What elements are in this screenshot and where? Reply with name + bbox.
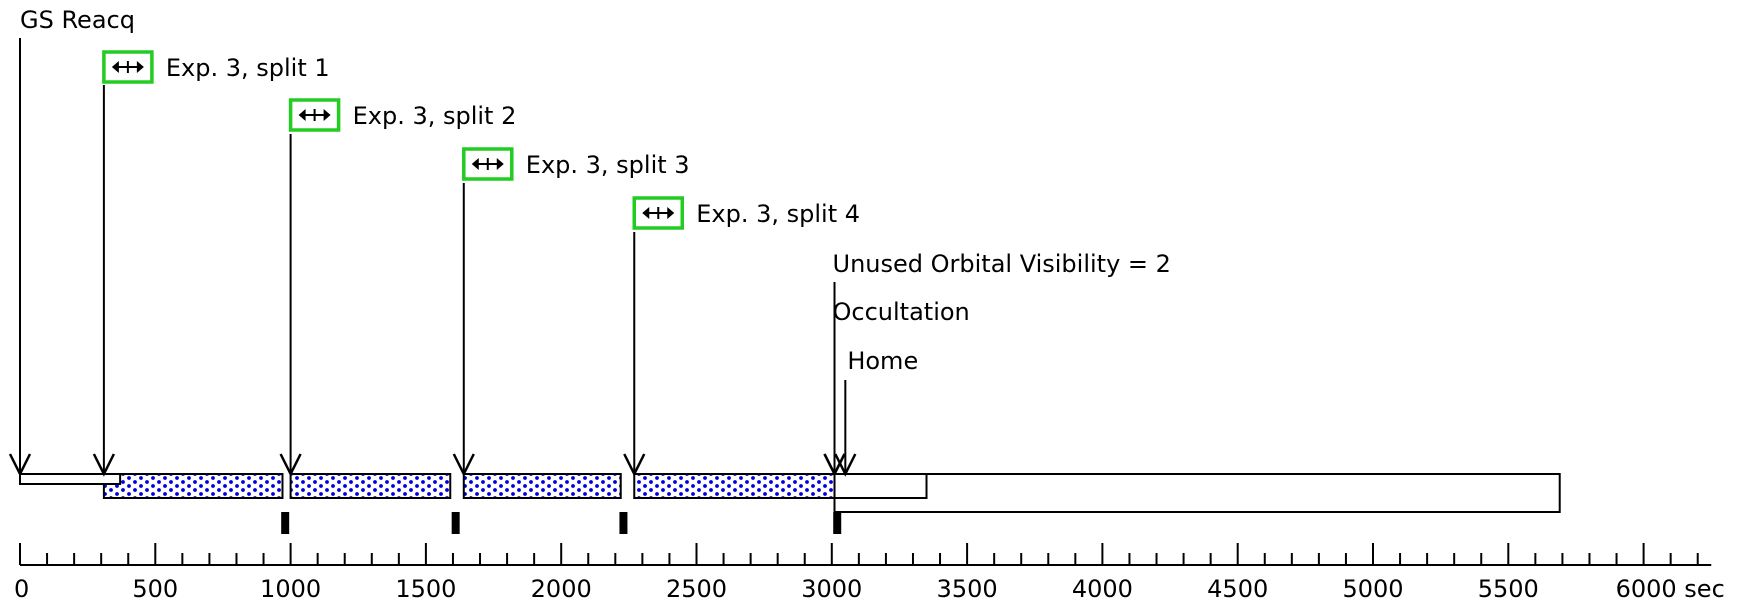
arrow-head-icon (452, 453, 475, 477)
event-label: Exp. 3, split 1 (166, 54, 330, 82)
arrow-head-icon (8, 453, 32, 477)
arrow-head-icon (92, 453, 116, 477)
icon-right-head (667, 207, 675, 219)
exposure-split-icon (288, 98, 341, 132)
icon-left-head (298, 109, 306, 121)
tick-label-6000: 6000 sec (1616, 575, 1725, 600)
exposure-bar-4 (633, 473, 836, 499)
event-7: Occultation (823, 298, 970, 477)
exposure-split-icon (632, 196, 685, 230)
event-label: Unused Orbital Visibility = 2 (833, 250, 1171, 278)
arrow-head-icon (623, 453, 646, 477)
split-marker-2 (451, 512, 460, 534)
split-marker-3 (619, 512, 628, 534)
tick-label-500: 500 (132, 575, 178, 600)
tick-label-1000: 1000 (260, 575, 321, 600)
event-4: Exp. 3, split 3 (452, 147, 690, 477)
timeline-bars (19, 473, 1561, 513)
event-label: Occultation (833, 298, 970, 326)
exposure-bar-2 (289, 473, 452, 499)
tick-label-4000: 4000 (1072, 575, 1133, 600)
event-label: GS Reacq (20, 6, 135, 34)
arrow-head-icon (279, 453, 302, 477)
icon-right-head (136, 61, 144, 73)
event-label: Exp. 3, split 2 (353, 102, 517, 130)
tick-label-3500: 3500 (937, 575, 998, 600)
event-2: Exp. 3, split 1 (92, 50, 330, 477)
arrow-head-icon (834, 453, 857, 477)
occultation-bar (833, 473, 1561, 513)
event-label: Exp. 3, split 4 (696, 200, 860, 228)
tick-label-4500: 4500 (1207, 575, 1268, 600)
exposure-bar-3 (462, 473, 622, 499)
icon-left-head (111, 61, 119, 73)
event-1: GS Reacq (8, 6, 135, 477)
guide-star-bar (19, 473, 122, 485)
exposure-split-icon (102, 50, 154, 84)
arrow-head-icon (823, 453, 846, 477)
event-label: Exp. 3, split 3 (526, 151, 690, 179)
split-marker-4 (833, 512, 842, 534)
tick-label-5500: 5500 (1478, 575, 1539, 600)
tick-label-1500: 1500 (395, 575, 456, 600)
tick-label-2500: 2500 (666, 575, 727, 600)
tick-label-3000: 3000 (801, 575, 862, 600)
home-slew-bar (833, 473, 928, 499)
event-5: Exp. 3, split 4 (623, 196, 860, 477)
icon-right-head (496, 158, 504, 170)
timeline-events: GS Reacq Exp. 3, split 1 Exp. 3, split 2 Ex… (8, 6, 1171, 477)
exposure-split-icon (462, 147, 514, 181)
icon-left-head (471, 158, 479, 170)
icon-right-head (323, 109, 331, 121)
icon-left-head (642, 207, 650, 219)
event-8: Home (834, 347, 918, 477)
event-label: Home (847, 347, 918, 375)
tick-label-2000: 2000 (531, 575, 592, 600)
time-axis: 0 500 1000 1500 2000 2500 3000 3500 4000 4500 5000… (14, 543, 1725, 600)
timeline-markers (281, 512, 842, 534)
tick-label-0: 0 (14, 575, 29, 600)
split-marker-1 (281, 512, 290, 534)
tick-label-5000: 5000 (1342, 575, 1403, 600)
exposure-bar-1 (102, 473, 284, 499)
event-3: Exp. 3, split 2 (279, 98, 517, 477)
